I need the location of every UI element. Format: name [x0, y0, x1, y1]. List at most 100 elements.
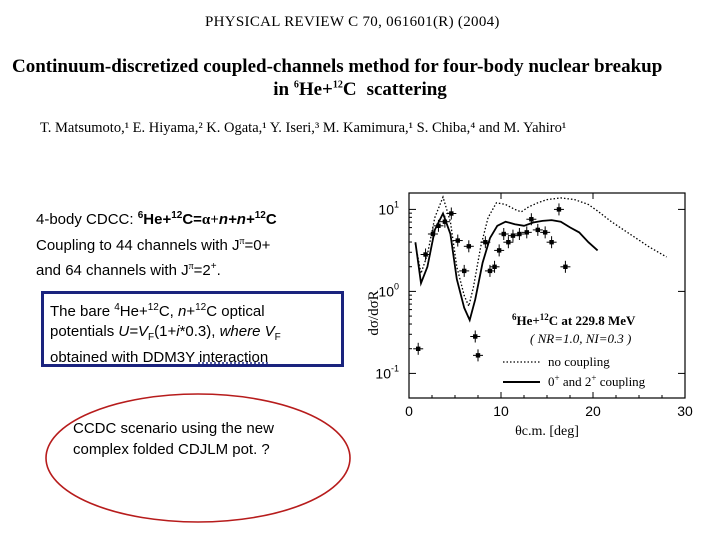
bare-paren: (1+: [154, 323, 177, 340]
bare-factor: *0.3),: [179, 323, 220, 340]
cdcc-l3-value: =2: [193, 262, 211, 279]
data-point: [452, 234, 463, 247]
curves: [414, 195, 667, 323]
y-axis-label: dσ/dσR: [366, 290, 382, 335]
bare-vf-sub: F: [148, 332, 155, 343]
data-point: [560, 260, 571, 273]
paper-title-line2: in 6He+12C scattering: [0, 79, 720, 101]
data-point: [514, 228, 525, 240]
data-point: [439, 215, 450, 228]
x-ticks: 0 10 20 30: [405, 193, 693, 419]
bare-l3-text: obtained with DDM3Y: [50, 349, 199, 366]
title-prefix: in: [273, 79, 294, 100]
cdcc-he-mass: 6: [137, 210, 144, 221]
cdcc-c2-mass: 12: [254, 210, 266, 221]
bare-he: He+: [119, 303, 148, 320]
bare-plus: +: [186, 303, 196, 320]
cdcc-description: 4-body CDCC: 6He+12C=α+n+n+12C Coupling …: [36, 205, 277, 281]
callout-ellipse: [45, 393, 351, 523]
bare-interaction: interaction: [198, 349, 269, 366]
cdcc-line3: and 64 channels with Jπ=2+.: [36, 256, 277, 281]
ccdc-line1: CCDC scenario using the new: [73, 420, 274, 437]
data-point: [489, 260, 500, 273]
data-point: [470, 330, 481, 343]
ccdc-line2: complex folded CDJLM pot. ?: [73, 441, 270, 458]
data-point: [420, 248, 431, 261]
cdcc-l2-value: =0+: [244, 237, 271, 254]
title-he-mass: 6: [293, 79, 299, 91]
cross-section-chart: 0 10 20 30 10-1 100 101 dσ/dσR θc.m. [deg] 6H…: [366, 192, 693, 439]
cdcc-line2: Coupling to 44 channels with Jπ=0+: [36, 231, 277, 256]
legend-series1: no coupling: [548, 354, 610, 369]
bare-potential-box: The bare 4He+12C, n+12C optical potentia…: [41, 291, 344, 367]
cdcc-l3-text: and 64 channels with J: [36, 262, 189, 279]
data-point: [494, 244, 505, 257]
bare-line2: potentials U=VF(1+i*0.3), where VF: [50, 322, 341, 348]
bare-optical: C optical: [206, 303, 265, 320]
cdcc-c-mass: 12: [171, 210, 183, 221]
bare-l2-text: potentials: [50, 323, 119, 340]
cdcc-l1-label: 4-body CDCC:: [36, 211, 138, 228]
bare-line3: obtained with DDM3Y interaction: [50, 348, 341, 368]
title-suffix: scattering: [366, 79, 447, 100]
bare-c-mass: 12: [147, 302, 159, 313]
data-point: [463, 240, 474, 253]
y-tick-label: 101: [378, 199, 399, 217]
legend-reaction: 6He+12C at 229.8 MeV: [512, 312, 636, 328]
data-point: [532, 223, 543, 236]
bare-where: where V: [219, 323, 275, 340]
bare-vf2-sub: F: [274, 332, 281, 343]
ccdc-callout: CCDC scenario using the new complex fold…: [42, 392, 358, 532]
x-tick-label: 10: [493, 403, 509, 419]
bare-u: U: [118, 323, 130, 340]
data-point: [540, 226, 551, 239]
cdcc-l2-text: Coupling to 44 channels with J: [36, 237, 240, 254]
bare-i: i: [176, 323, 180, 340]
cdcc-he: He+: [143, 211, 172, 228]
cdcc-c2: C: [265, 211, 277, 228]
bare-c2-mass: 12: [195, 302, 207, 313]
cdcc-l3-sup: +: [210, 261, 217, 272]
y-tick-label: 100: [378, 281, 399, 299]
data-point: [473, 349, 483, 362]
bare-vf: =V: [129, 323, 148, 340]
data-point: [553, 203, 564, 216]
coupling-curve: [414, 211, 599, 323]
title-c: C: [342, 79, 357, 100]
ccdc-note: CCDC scenario using the new complex fold…: [73, 418, 274, 460]
bare-line1: The bare 4He+12C, n+12C optical: [50, 298, 341, 322]
data-point: [521, 226, 532, 239]
data-point: [526, 213, 537, 226]
legend-norm: ( NR=1.0, NI=0.3 ): [530, 331, 631, 346]
y-tick-label: 10-1: [375, 363, 399, 381]
data-point: [498, 228, 509, 240]
data-points: [413, 203, 571, 362]
data-point: [546, 236, 557, 249]
data-point: [446, 207, 457, 220]
cdcc-nn: n+n+: [218, 211, 255, 228]
bare-l1-text: The bare: [50, 303, 115, 320]
journal-reference: PHYSICAL REVIEW C 70, 061601(R) (2004): [205, 14, 500, 30]
cdcc-alpha: α+: [201, 212, 219, 228]
y-ticks: 10-1 100 101: [375, 199, 685, 381]
data-point: [503, 236, 514, 249]
cdcc-l3-pi: π: [188, 261, 194, 272]
cdcc-c: C=: [182, 211, 202, 228]
cdcc-l2-pi: π: [239, 236, 245, 247]
data-point: [427, 228, 438, 240]
legend-series2: 0+ and 2+ coupling: [548, 373, 646, 389]
x-tick-label: 0: [405, 403, 413, 419]
author-list: T. Matsumoto,¹ E. Hiyama,² K. Ogata,¹ Y.…: [40, 120, 567, 136]
data-point: [507, 229, 518, 242]
cdcc-line1: 4-body CDCC: 6He+12C=α+n+n+12C: [36, 205, 277, 231]
data-point: [480, 236, 491, 249]
data-point: [433, 219, 444, 232]
paper-title-line1: Continuum-discretized coupled-channels m…: [12, 56, 663, 77]
bare-n: n: [178, 303, 187, 320]
data-point: [413, 342, 424, 355]
legend: 6He+12C at 229.8 MeV ( NR=1.0, NI=0.3 ) …: [503, 312, 646, 389]
no-coupling-curve: [414, 195, 667, 309]
bare-he-mass: 4: [114, 302, 120, 313]
title-he: He: [298, 79, 323, 100]
cdcc-l3-end: .: [216, 262, 221, 279]
